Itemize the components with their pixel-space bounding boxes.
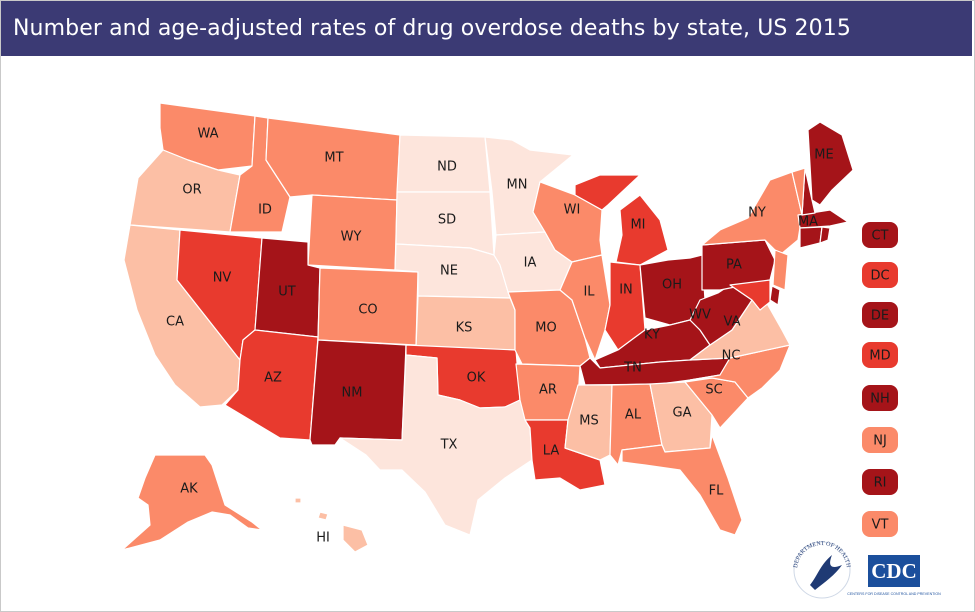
label-NV: NV: [213, 271, 232, 286]
small-state-label-DE: DE: [871, 309, 889, 324]
small-state-MD[interactable]: MD: [862, 342, 898, 368]
state-CT[interactable]: [799, 226, 823, 249]
small-state-DC[interactable]: DC: [862, 262, 898, 288]
small-state-NH[interactable]: NH: [862, 385, 898, 411]
label-OR: OR: [182, 183, 201, 198]
state-NC[interactable]: [689, 344, 791, 399]
state-HI[interactable]: [294, 497, 369, 553]
label-CO: CO: [358, 303, 377, 318]
state-MA[interactable]: [797, 209, 849, 229]
label-IN: IN: [619, 283, 633, 298]
label-WI: WI: [564, 203, 581, 218]
label-KY: KY: [644, 328, 660, 343]
label-PA: PA: [726, 258, 742, 273]
label-KS: KS: [456, 321, 473, 336]
small-state-label-NH: NH: [870, 392, 890, 407]
label-OK: OK: [467, 371, 486, 386]
label-MI: MI: [630, 218, 645, 233]
label-AR: AR: [539, 383, 557, 398]
label-SD: SD: [438, 213, 456, 228]
label-SC: SC: [705, 383, 722, 398]
label-FL: FL: [709, 484, 724, 499]
state-TX[interactable]: [339, 354, 533, 536]
state-VT[interactable]: [791, 167, 806, 216]
state-MI[interactable]: [574, 174, 669, 266]
label-WA: WA: [197, 127, 218, 142]
label-ID: ID: [258, 203, 272, 218]
label-HI: HI: [316, 531, 330, 546]
state-RI[interactable]: [819, 226, 831, 244]
cdc-logo-subtext: CENTERS FOR DISEASE CONTROL AND PREVENTI…: [847, 592, 941, 596]
label-OH: OH: [662, 278, 682, 293]
cdc-logo: CDC CENTERS FOR DISEASE CONTROL AND PREV…: [847, 555, 941, 596]
label-NC: NC: [722, 349, 741, 364]
state-FL[interactable]: [621, 434, 743, 536]
title-bar: Number and age-adjusted rates of drug ov…: [1, 1, 972, 56]
small-state-label-CT: CT: [871, 229, 888, 244]
label-AK: AK: [180, 482, 198, 497]
label-MT: MT: [324, 151, 343, 166]
label-NM: NM: [342, 386, 363, 401]
label-UT: UT: [278, 285, 296, 300]
cdc-logo-text: CDC: [871, 559, 917, 583]
state-MD[interactable]: [729, 279, 771, 311]
label-NE: NE: [440, 264, 458, 279]
small-state-CT[interactable]: CT: [862, 222, 898, 248]
label-ND: ND: [437, 160, 457, 175]
state-labels: WA OR CA ID NV MT WY UT AZ CO NM ND SD N…: [166, 127, 834, 546]
label-WY: WY: [341, 230, 362, 245]
label-ME: ME: [814, 148, 833, 163]
label-IL: IL: [583, 285, 595, 300]
small-state-label-NJ: NJ: [873, 434, 887, 449]
small-state-NJ[interactable]: NJ: [862, 427, 898, 453]
small-state-boxes: CT DC DE MD NH NJ RI VT: [862, 222, 898, 537]
label-AZ: AZ: [264, 371, 282, 386]
label-TN: TN: [623, 361, 642, 376]
label-MO: MO: [535, 321, 556, 336]
small-state-VT[interactable]: VT: [862, 511, 898, 537]
label-LA: LA: [543, 444, 560, 459]
hhs-eagle-icon: [810, 555, 842, 590]
small-state-label-RI: RI: [874, 476, 887, 491]
state-ME[interactable]: [807, 121, 854, 206]
state-NJ[interactable]: [772, 249, 789, 291]
label-AL: AL: [625, 408, 642, 423]
small-state-label-VT: VT: [872, 518, 889, 533]
label-IA: IA: [524, 256, 537, 271]
label-VA: VA: [724, 315, 741, 330]
small-state-RI[interactable]: RI: [862, 469, 898, 495]
small-state-label-DC: DC: [870, 269, 889, 284]
label-WV: WV: [689, 308, 711, 323]
state-DE[interactable]: [769, 285, 781, 306]
small-state-label-MD: MD: [869, 349, 890, 364]
label-TX: TX: [440, 438, 458, 453]
label-NY: NY: [748, 206, 766, 221]
small-state-DE[interactable]: DE: [862, 302, 898, 328]
label-CA: CA: [166, 315, 184, 330]
state-AK[interactable]: [121, 454, 263, 551]
label-MS: MS: [579, 414, 598, 429]
label-GA: GA: [673, 406, 692, 421]
map-title: Number and age-adjusted rates of drug ov…: [13, 16, 851, 41]
label-MA: MA: [798, 215, 818, 230]
state-WV[interactable]: [689, 284, 753, 346]
label-MN: MN: [507, 178, 528, 193]
